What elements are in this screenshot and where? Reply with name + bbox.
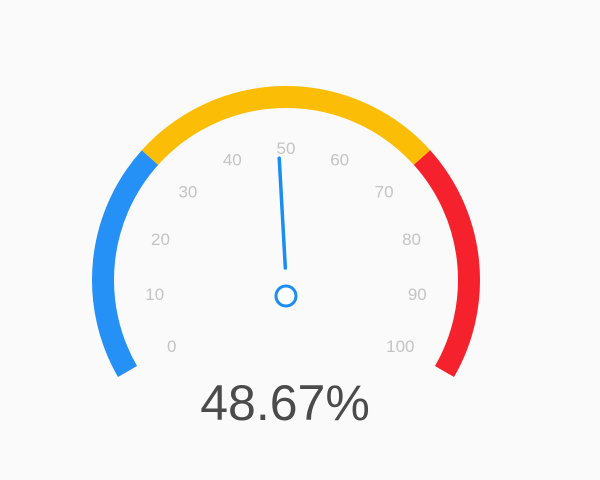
tick-label-100: 100 bbox=[386, 337, 414, 356]
gauge-needle-group bbox=[274, 156, 298, 308]
tick-label-40: 40 bbox=[223, 150, 242, 169]
gauge-band-0 bbox=[92, 150, 159, 377]
tick-label-0: 0 bbox=[167, 337, 176, 356]
tick-label-90: 90 bbox=[408, 285, 427, 304]
tick-label-20: 20 bbox=[151, 230, 170, 249]
tick-label-70: 70 bbox=[375, 183, 394, 202]
tick-label-60: 60 bbox=[330, 150, 349, 169]
gauge-needle bbox=[277, 156, 288, 270]
gauge-bands bbox=[92, 86, 480, 377]
tick-label-80: 80 bbox=[402, 230, 421, 249]
tick-label-10: 10 bbox=[145, 285, 164, 304]
gauge-value-label: 48.67% bbox=[200, 375, 370, 431]
gauge-pivot bbox=[274, 284, 298, 308]
tick-label-50: 50 bbox=[277, 139, 296, 158]
tick-label-30: 30 bbox=[178, 183, 197, 202]
gauge-band-2 bbox=[413, 150, 480, 377]
gauge-tick-labels: 0 10 20 30 40 50 60 70 80 90 100 bbox=[145, 139, 426, 356]
gauge-band-1 bbox=[141, 86, 431, 165]
